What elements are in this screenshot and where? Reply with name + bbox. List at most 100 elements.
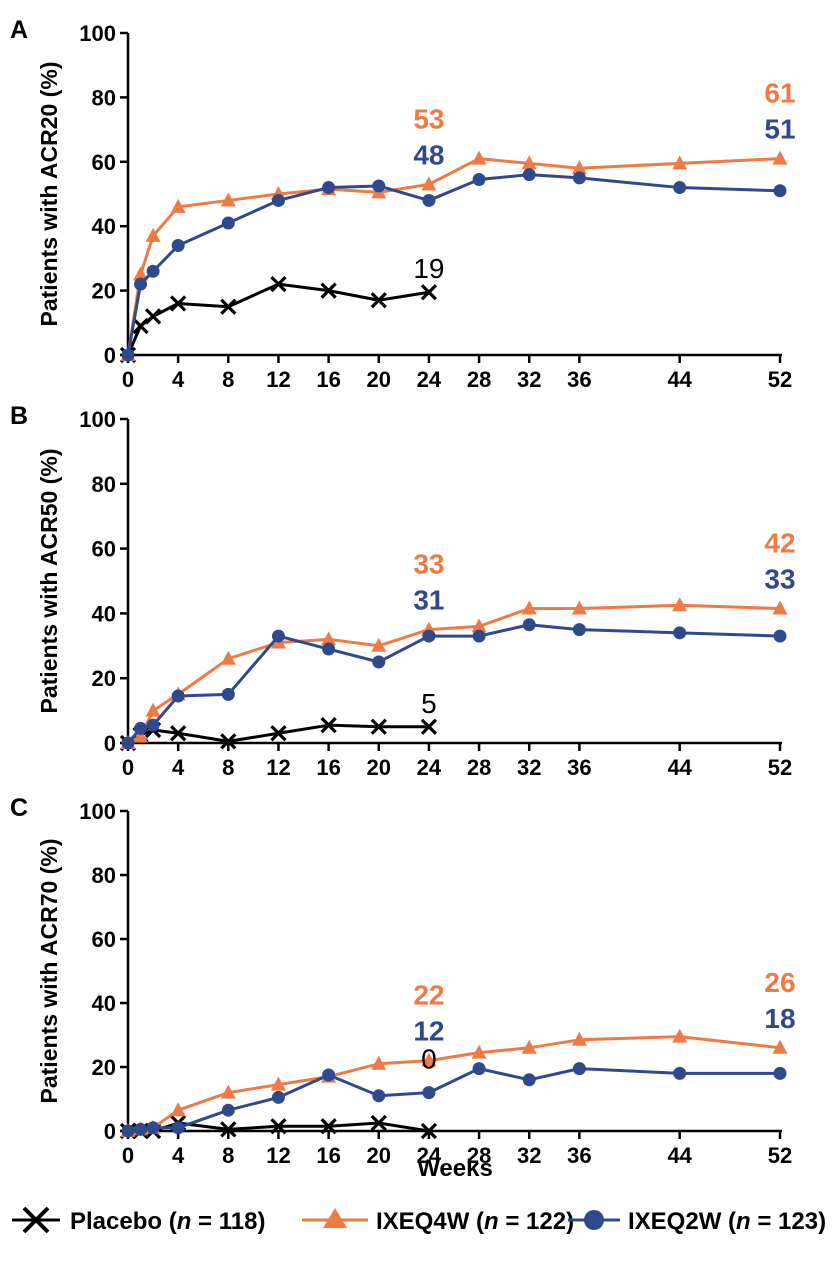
data-label-ixeq4w: 42 bbox=[764, 528, 795, 559]
data-point-ixeq2w bbox=[773, 1066, 787, 1080]
data-point-ixeq4w bbox=[170, 198, 186, 213]
data-point-placebo bbox=[170, 295, 187, 312]
data-point-ixeq4w bbox=[571, 1031, 587, 1046]
data-point-ixeq2w bbox=[146, 264, 160, 278]
data-point-ixeq2w bbox=[372, 179, 386, 193]
data-point-ixeq2w bbox=[572, 623, 586, 637]
x-tick-label: 52 bbox=[768, 1143, 792, 1168]
data-label-ixeq2w: 51 bbox=[764, 114, 795, 145]
data-point-ixeq4w bbox=[571, 600, 587, 615]
data-point-placebo bbox=[320, 282, 337, 299]
data-point-placebo bbox=[420, 284, 438, 301]
data-point-ixeq2w bbox=[146, 718, 160, 732]
series-line-ixeq2w bbox=[126, 623, 781, 744]
x-tick-label: 44 bbox=[667, 755, 692, 780]
data-label-ixeq4w: 61 bbox=[764, 78, 795, 109]
series-ixeq4w bbox=[120, 150, 788, 361]
y-tick-label: 0 bbox=[104, 1119, 116, 1144]
data-label-ixeq2w: 12 bbox=[413, 1016, 444, 1047]
legend-label-ixeq4w: IXEQ4W (n = 122) bbox=[376, 1208, 574, 1235]
data-point-ixeq4w bbox=[133, 728, 149, 743]
data-point-ixeq4w bbox=[521, 1039, 537, 1054]
x-axis-label: Weeks bbox=[417, 1155, 493, 1182]
legend-marker-ixeq2w bbox=[584, 1210, 604, 1230]
data-point-ixeq2w bbox=[171, 239, 185, 253]
x-tick-label: 28 bbox=[467, 367, 491, 392]
panel-c: C 0 20 40 60 80 100 0 4 8 12 16 20 24 28 32 36 44 52 Patien… bbox=[10, 794, 796, 1168]
data-point-ixeq2w bbox=[271, 629, 285, 643]
data-point-ixeq2w bbox=[773, 184, 787, 198]
data-point-ixeq4w bbox=[672, 155, 688, 170]
data-point-ixeq4w bbox=[772, 1039, 788, 1054]
y-tick-label: 60 bbox=[92, 537, 116, 562]
data-point-ixeq2w bbox=[372, 1089, 386, 1103]
x-tick-label: 0 bbox=[122, 367, 134, 392]
data-point-ixeq4w bbox=[471, 150, 487, 165]
data-point-ixeq2w bbox=[121, 736, 135, 750]
y-tick-label: 20 bbox=[92, 1055, 116, 1080]
legend: Placebo (n = 118) IXEQ4W (n = 122) IXEQ2… bbox=[12, 1206, 826, 1235]
x-tick-label: 4 bbox=[172, 367, 185, 392]
data-point-placebo bbox=[320, 717, 337, 734]
data-point-ixeq2w bbox=[322, 1068, 336, 1082]
y-tick-label: 40 bbox=[92, 601, 116, 626]
x-tick-label: 12 bbox=[266, 755, 290, 780]
data-point-ixeq4w bbox=[571, 160, 587, 175]
data-label-ixeq2w: 33 bbox=[764, 564, 795, 595]
data-point-ixeq2w bbox=[322, 181, 336, 195]
data-point-ixeq4w bbox=[145, 227, 161, 242]
legend-label-placebo: Placebo (n = 118) bbox=[70, 1208, 265, 1235]
data-point-ixeq2w bbox=[522, 618, 536, 632]
data-point-ixeq2w bbox=[134, 721, 148, 735]
x-tick-label: 52 bbox=[768, 755, 792, 780]
data-point-ixeq2w bbox=[271, 1090, 285, 1104]
data-label-placebo: 19 bbox=[413, 253, 444, 284]
panel-b: B 0 20 40 60 80 100 0 4 8 12 16 20 24 28 32 36 44 52 Patien… bbox=[10, 402, 796, 780]
data-point-placebo bbox=[170, 725, 187, 742]
legend-marker-ixeq4w bbox=[323, 1208, 347, 1228]
data-point-ixeq4w bbox=[471, 1044, 487, 1059]
data-point-ixeq2w bbox=[472, 629, 486, 643]
series-ixeq4w bbox=[120, 597, 788, 749]
series-ixeq2w bbox=[121, 618, 787, 750]
data-label-placebo: 5 bbox=[421, 688, 437, 719]
x-tick-label: 16 bbox=[316, 1143, 340, 1168]
data-point-ixeq4w bbox=[421, 1052, 437, 1067]
data-point-ixeq4w bbox=[672, 597, 688, 612]
data-point-placebo bbox=[220, 733, 237, 750]
data-point-ixeq4w bbox=[170, 1102, 186, 1117]
data-point-ixeq2w bbox=[673, 1066, 687, 1080]
panel-letter: C bbox=[10, 794, 28, 822]
data-point-ixeq2w bbox=[422, 629, 436, 643]
x-tick-label: 28 bbox=[467, 1143, 491, 1168]
data-point-ixeq4w bbox=[321, 631, 337, 646]
x-tick-label: 36 bbox=[567, 755, 591, 780]
data-point-ixeq2w bbox=[121, 348, 135, 362]
x-tick-label: 12 bbox=[266, 367, 290, 392]
legend-item-ixeq2w: IXEQ2W (n = 123) bbox=[568, 1208, 826, 1235]
x-tick-label: 20 bbox=[367, 755, 391, 780]
data-point-placebo bbox=[132, 317, 149, 335]
series-line-ixeq4w bbox=[126, 157, 781, 356]
y-axis-label: Patients with ACR20 (%) bbox=[36, 62, 62, 327]
data-label-ixeq2w: 31 bbox=[413, 585, 444, 616]
data-point-placebo bbox=[270, 725, 287, 742]
data-point-placebo bbox=[320, 1118, 337, 1135]
data-point-ixeq4w bbox=[521, 600, 537, 615]
y-tick-label: 100 bbox=[79, 21, 116, 46]
data-point-placebo bbox=[144, 308, 162, 325]
y-tick-label: 80 bbox=[92, 85, 116, 110]
panel-letter: B bbox=[10, 402, 28, 430]
x-tick-label: 32 bbox=[517, 367, 541, 392]
data-point-ixeq2w bbox=[673, 181, 687, 195]
data-point-ixeq2w bbox=[171, 1121, 185, 1135]
data-point-ixeq2w bbox=[422, 193, 436, 207]
x-tick-label: 44 bbox=[667, 367, 692, 392]
series-line-ixeq4w bbox=[127, 1035, 781, 1133]
y-tick-label: 0 bbox=[104, 731, 116, 756]
x-tick-label: 12 bbox=[266, 1143, 290, 1168]
x-tick-label: 20 bbox=[367, 367, 391, 392]
data-label-ixeq2w: 18 bbox=[764, 1003, 795, 1034]
data-point-ixeq4w bbox=[270, 1076, 286, 1091]
